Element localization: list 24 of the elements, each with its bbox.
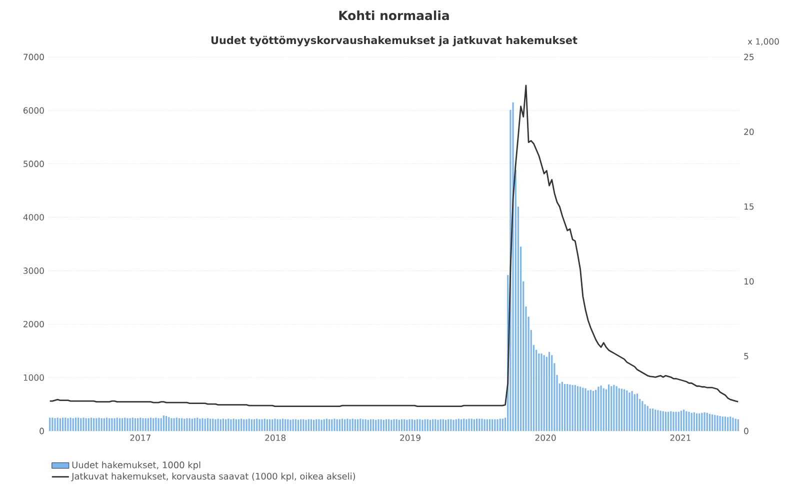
y2-tick-label: 10 xyxy=(744,278,754,285)
y2-tick-label: 0 xyxy=(744,428,748,434)
y2-tick-label: 5 xyxy=(744,353,748,360)
y-tick-label: 0 xyxy=(40,428,44,434)
y-tick-label: 5000 xyxy=(24,160,44,168)
x-tick-label: 2019 xyxy=(400,434,420,441)
y2-tick-label: 20 xyxy=(744,128,754,136)
y-tick-label: 6000 xyxy=(24,107,44,114)
y-tick-label: 2000 xyxy=(24,320,44,328)
y-tick-label: 1000 xyxy=(24,374,44,381)
x-tick-label: 2017 xyxy=(130,434,150,441)
y-tick-label: 7000 xyxy=(24,54,44,60)
legend-label: Uudet hakemukset, 1000 kpl xyxy=(72,461,200,470)
y2-tick-label: 25 xyxy=(744,54,754,60)
x-tick-label: 2021 xyxy=(670,434,690,441)
y2-tick-label: 15 xyxy=(744,203,754,210)
y-tick-label: 3000 xyxy=(24,268,44,274)
y-tick-label: 4000 xyxy=(23,214,44,220)
x-tick-label: 2018 xyxy=(265,434,286,441)
x-tick-label: 2020 xyxy=(535,434,556,441)
legend-label: Jatkuvat hakemukset, korvausta saavat (1000 kpl, oikea akseli) xyxy=(71,472,356,482)
chart-title: Kohti normaalia xyxy=(339,10,449,20)
chart-subtitle: Uudet työttömyyskorvaushakemukset ja jatkuvat hakemukset xyxy=(211,36,578,46)
y2-axis-title: x 1,000 xyxy=(748,38,779,46)
